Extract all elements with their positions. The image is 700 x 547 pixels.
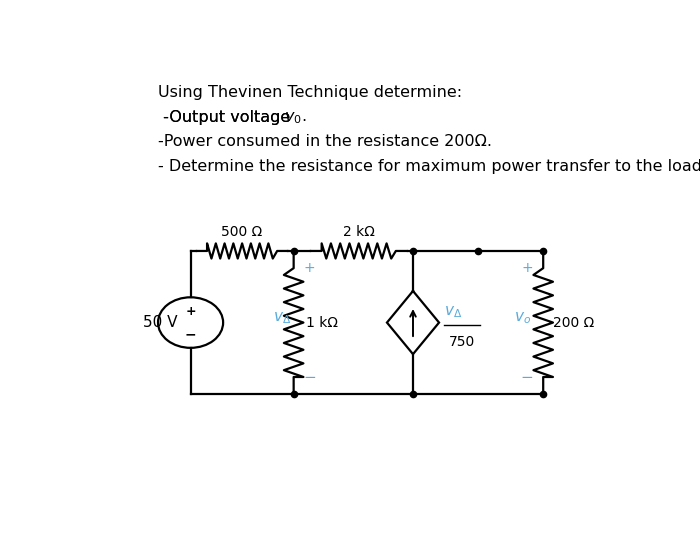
Text: −: − (303, 370, 316, 385)
Text: $v_o$: $v_o$ (514, 311, 531, 326)
Text: $v_\Delta$: $v_\Delta$ (444, 304, 463, 320)
Text: Using Thevinen Technique determine:: Using Thevinen Technique determine: (158, 85, 462, 100)
Text: +: + (186, 305, 196, 318)
Text: −: − (185, 327, 197, 341)
Text: -Output voltage: -Output voltage (158, 110, 295, 125)
Text: 200 Ω: 200 Ω (553, 316, 594, 329)
Text: 500 Ω: 500 Ω (221, 225, 262, 239)
Text: -Output voltage: -Output voltage (158, 110, 295, 125)
Text: 750: 750 (449, 335, 475, 349)
Text: - Determine the resistance for maximum power transfer to the load.: - Determine the resistance for maximum p… (158, 159, 700, 174)
Text: 1 kΩ: 1 kΩ (306, 316, 337, 329)
Text: $v_0$: $v_0$ (284, 110, 302, 126)
Text: $v_\Delta$: $v_\Delta$ (273, 311, 291, 326)
Text: 2 kΩ: 2 kΩ (343, 225, 374, 239)
Text: +: + (303, 261, 315, 275)
Text: −: − (521, 370, 533, 385)
Text: -Power consumed in the resistance 200Ω.: -Power consumed in the resistance 200Ω. (158, 134, 492, 149)
Text: .: . (301, 109, 307, 124)
Text: +: + (522, 261, 533, 275)
Text: 50 V: 50 V (143, 315, 177, 330)
